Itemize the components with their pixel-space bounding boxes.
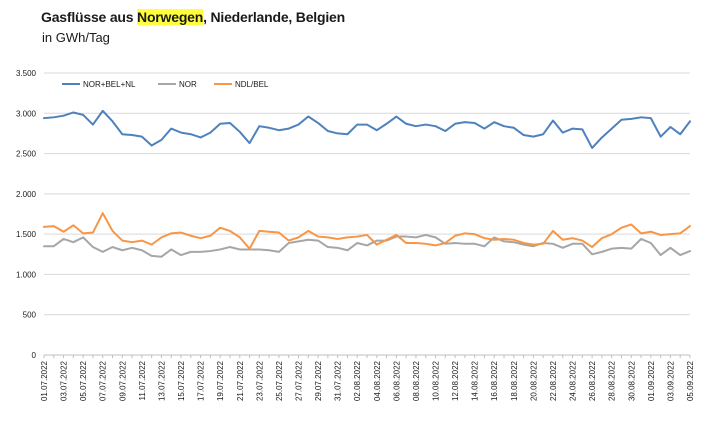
y-tick-label: 1.500 — [16, 230, 37, 239]
x-tick-label: 01.09.2022 — [647, 360, 656, 401]
x-tick-label: 19.07.2022 — [216, 360, 225, 401]
x-tick-label: 16.08.2022 — [490, 360, 499, 401]
x-tick-label: 02.08.2022 — [353, 360, 362, 401]
x-tick-label: 24.08.2022 — [569, 360, 578, 401]
x-tick-label: 23.07.2022 — [255, 360, 264, 401]
chart-title: Gasflüsse aus Norwegen, Niederlande, Bel… — [41, 9, 345, 25]
x-tick-label: 17.07.2022 — [197, 360, 206, 401]
x-tick-label: 15.07.2022 — [177, 360, 186, 401]
x-tick-label: 05.09.2022 — [686, 360, 695, 401]
x-tick-label: 05.07.2022 — [79, 360, 88, 401]
x-axis: 01.07.2022 03.07.2022 05.07.2022 07.07.2022… — [40, 355, 695, 401]
y-axis: 0 500 1.000 1.500 2.000 2.500 3.000 3.500 — [16, 69, 37, 360]
y-tick-label: 1.000 — [16, 270, 37, 279]
x-tick-label: 18.08.2022 — [510, 360, 519, 401]
y-tick-label: 2.500 — [16, 150, 37, 159]
y-tick-label: 0 — [32, 351, 37, 360]
x-tick-label: 31.07.2022 — [334, 360, 343, 401]
x-tick-label: 22.08.2022 — [549, 360, 558, 401]
title-prefix: Gasflüsse aus — [41, 9, 138, 25]
x-tick-label: 28.08.2022 — [608, 360, 617, 401]
legend-label: NDL/BEL — [235, 80, 269, 89]
x-tick-label: 30.08.2022 — [627, 360, 636, 401]
legend-label: NOR+BEL+NL — [83, 80, 136, 89]
series-line-ndl-bel — [43, 212, 691, 250]
x-tick-label: 14.08.2022 — [471, 360, 480, 401]
series-lines — [43, 109, 691, 258]
y-tick-label: 2.000 — [16, 190, 37, 199]
chart-subtitle: in GWh/Tag — [42, 30, 110, 45]
x-tick-label: 04.08.2022 — [373, 360, 382, 401]
x-tick-label: 25.07.2022 — [275, 360, 284, 401]
x-tick-label: 13.07.2022 — [157, 360, 166, 401]
x-tick-label: 29.07.2022 — [314, 360, 323, 401]
series-line-nor-bel-nl — [43, 109, 691, 149]
title-highlight: Norwegen — [137, 9, 204, 25]
x-tick-label: 11.07.2022 — [138, 360, 147, 400]
x-tick-label: 06.08.2022 — [392, 360, 401, 401]
x-tick-label: 20.08.2022 — [529, 360, 538, 401]
y-tick-label: 500 — [23, 311, 37, 320]
gridlines — [44, 72, 690, 356]
x-tick-label: 12.08.2022 — [451, 360, 460, 401]
legend-label: NOR — [179, 80, 197, 89]
y-tick-label: 3.500 — [16, 69, 37, 78]
x-tick-label: 09.07.2022 — [118, 360, 127, 401]
y-tick-label: 3.000 — [16, 109, 37, 118]
x-tick-label: 07.07.2022 — [99, 360, 108, 401]
legend: NOR+BEL+NL NOR NDL/BEL — [62, 80, 269, 89]
x-tick-label: 08.08.2022 — [412, 360, 421, 401]
x-tick-label: 21.07.2022 — [236, 360, 245, 401]
x-tick-label: 03.07.2022 — [60, 360, 69, 401]
title-suffix: , Niederlande, Belgien — [203, 9, 345, 25]
x-tick-label: 03.09.2022 — [666, 360, 675, 401]
x-tick-label: 27.07.2022 — [294, 360, 303, 401]
series-line-nor — [43, 233, 691, 258]
x-tick-label: 10.08.2022 — [432, 360, 441, 401]
x-tick-label: 01.07.2022 — [40, 360, 49, 401]
x-tick-label: 26.08.2022 — [588, 360, 597, 401]
